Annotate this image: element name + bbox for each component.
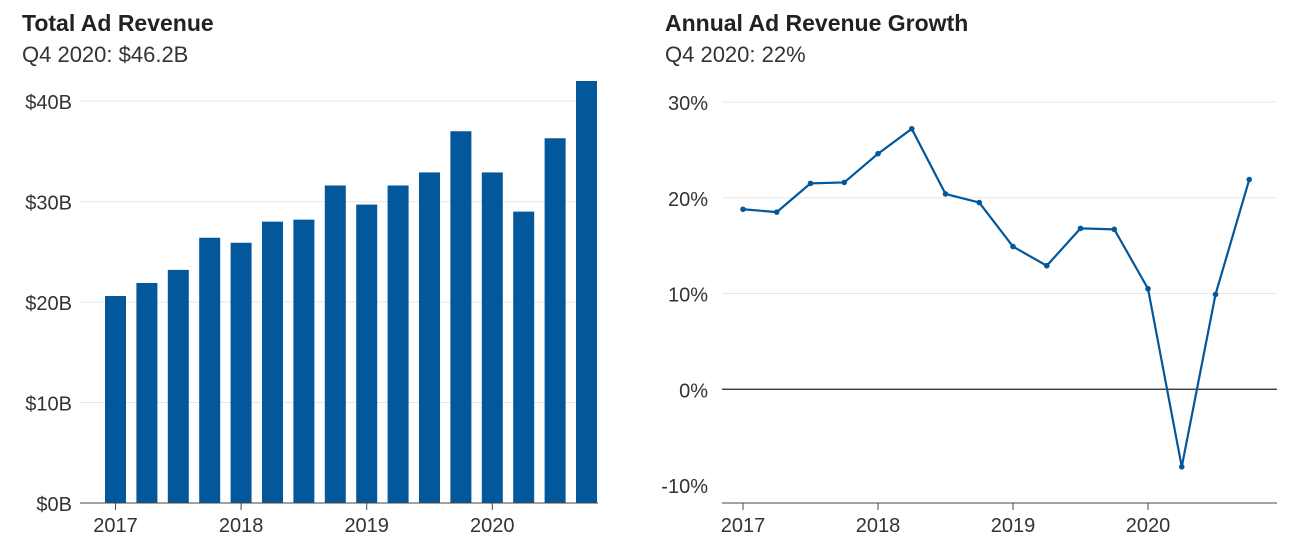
bar-x-tick-label: 2020 xyxy=(470,515,515,537)
line-y-tick-label: -10% xyxy=(661,476,708,498)
bar-q2-2018 xyxy=(262,221,283,503)
bar-x-tick-label: 2017 xyxy=(93,515,138,537)
bar-x-tick-label: 2019 xyxy=(344,515,389,537)
bar-q3-2018 xyxy=(293,219,315,503)
bar-y-tick-label: $20B xyxy=(25,293,72,315)
line-point-q4-2020 xyxy=(1246,176,1253,183)
line-y-tick-label: 0% xyxy=(679,380,708,402)
line-x-tick-label: 2017 xyxy=(721,515,766,537)
line-chart-growth: -10% 0% 10% 20% 30% 2017 2018 2019 2020 xyxy=(661,93,1277,537)
bar-x-tick-label: 2018 xyxy=(219,515,264,537)
bar-q1-2020 xyxy=(481,172,503,503)
line-point-q1-2019 xyxy=(1010,243,1016,250)
bar-y-tick-label: $10B xyxy=(25,394,72,416)
bar-y-tick-label: $40B xyxy=(25,92,72,114)
line-y-tick-label: 10% xyxy=(668,285,708,307)
bar-chart-revenue: $0B $10B $20B $30B $40B 2017 2018 2019 2020 xyxy=(25,81,598,537)
line-point-q4-2019 xyxy=(1111,226,1118,233)
line-point-q3-2017 xyxy=(807,180,814,187)
chart2-title: Annual Ad Revenue Growth xyxy=(665,10,969,36)
line-point-q1-2020 xyxy=(1145,285,1151,292)
line-x-tick-label: 2018 xyxy=(856,515,901,537)
line-y-tick-label: 20% xyxy=(668,189,708,211)
bar-q3-2017 xyxy=(167,269,189,503)
line-point-q1-2018 xyxy=(875,150,881,157)
line-point-q4-2017 xyxy=(841,179,848,186)
bar-q4-2020 xyxy=(576,81,597,503)
bar-y-tick-label: $30B xyxy=(25,193,72,215)
bar-q2-2017 xyxy=(136,282,158,503)
bar-q4-2018 xyxy=(324,185,346,503)
chart1-subtitle: Q4 2020: $46.2B xyxy=(22,42,189,67)
bar-q4-2017 xyxy=(199,237,221,503)
line-point-q3-2018 xyxy=(942,191,949,197)
bar-q1-2017 xyxy=(105,296,126,503)
chart2-subtitle: Q4 2020: 22% xyxy=(665,42,806,67)
bar-y-tick-label: $0B xyxy=(36,494,72,516)
line-point-q4-2018 xyxy=(976,199,983,206)
bar-q2-2020 xyxy=(513,211,535,503)
line-point-q1-2017 xyxy=(740,206,746,213)
bar-q3-2020 xyxy=(544,138,566,503)
line-point-q2-2018 xyxy=(908,126,915,132)
bar-q3-2019 xyxy=(419,172,440,503)
chart1-title: Total Ad Revenue xyxy=(22,10,214,36)
bar-q4-2019 xyxy=(450,131,472,503)
bar-q1-2018 xyxy=(230,242,252,503)
line-x-tick-label: 2019 xyxy=(991,515,1036,537)
line-series-growth xyxy=(742,127,1251,468)
bar-q1-2019 xyxy=(356,204,378,504)
line-point-q3-2019 xyxy=(1077,225,1084,232)
line-point-q2-2019 xyxy=(1043,262,1050,269)
line-point-q3-2020 xyxy=(1212,291,1219,298)
line-point-q2-2020 xyxy=(1178,464,1185,470)
line-point-q2-2017 xyxy=(773,209,780,215)
bar-q2-2019 xyxy=(387,185,409,503)
line-x-tick-label: 2020 xyxy=(1126,515,1171,537)
line-y-tick-label: 30% xyxy=(668,93,708,115)
